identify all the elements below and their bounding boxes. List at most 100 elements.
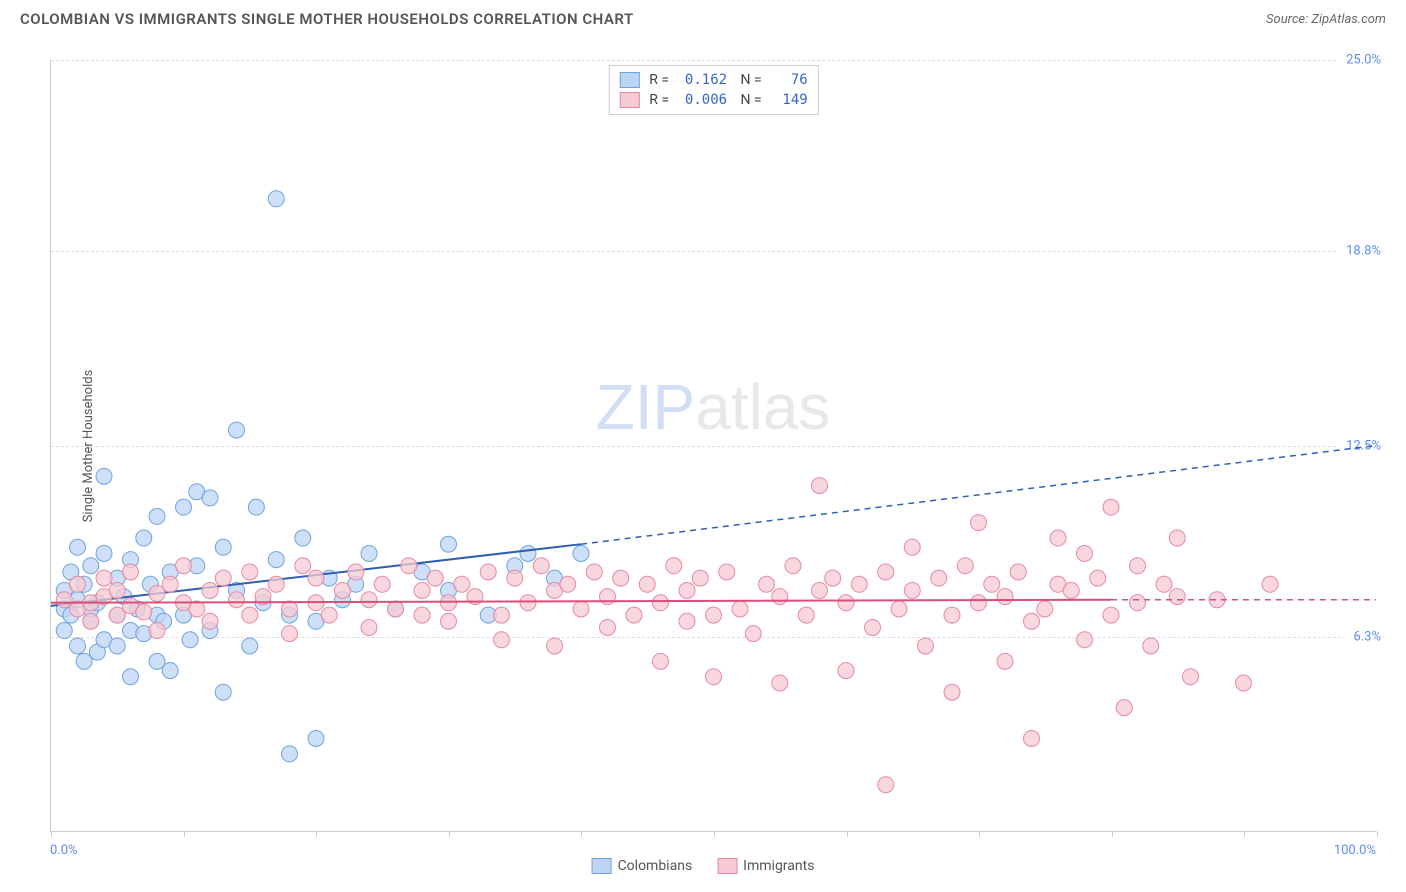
scatter-point	[692, 570, 708, 586]
legend-series-label: Colombians	[618, 858, 693, 874]
scatter-point	[1103, 607, 1119, 623]
scatter-svg	[51, 60, 1376, 831]
scatter-point	[851, 576, 867, 592]
scatter-point	[83, 613, 99, 629]
x-axis-max-label: 100.0%	[1334, 843, 1376, 858]
legend-r-value: 0.162	[679, 72, 727, 88]
scatter-point	[560, 576, 576, 592]
scatter-point	[812, 582, 828, 598]
x-tick	[847, 831, 848, 837]
scatter-point	[745, 626, 761, 642]
legend-r-value: 0.006	[679, 92, 727, 108]
legend-item: Colombians	[592, 858, 693, 874]
scatter-point	[918, 638, 934, 654]
x-tick	[316, 831, 317, 837]
scatter-point	[626, 607, 642, 623]
legend-row: R = 0.162 N = 76	[619, 70, 807, 90]
scatter-point	[162, 576, 178, 592]
scatter-point	[666, 558, 682, 574]
chart-title: COLOMBIAN VS IMMIGRANTS SINGLE MOTHER HO…	[20, 10, 634, 28]
scatter-point	[759, 576, 775, 592]
legend-r-label: R =	[649, 92, 669, 108]
scatter-point	[56, 623, 72, 639]
scatter-point	[70, 539, 86, 555]
scatter-point	[1090, 570, 1106, 586]
scatter-point	[653, 595, 669, 611]
scatter-point	[772, 675, 788, 691]
scatter-point	[96, 545, 112, 561]
scatter-point	[361, 619, 377, 635]
scatter-point	[679, 613, 695, 629]
scatter-point	[215, 539, 231, 555]
scatter-point	[878, 564, 894, 580]
scatter-point	[891, 601, 907, 617]
scatter-point	[182, 632, 198, 648]
scatter-point	[215, 570, 231, 586]
scatter-point	[109, 582, 125, 598]
scatter-point	[1156, 576, 1172, 592]
scatter-point	[268, 552, 284, 568]
scatter-point	[454, 576, 470, 592]
scatter-point	[388, 601, 404, 617]
x-tick	[979, 831, 980, 837]
scatter-point	[904, 539, 920, 555]
scatter-point	[1037, 601, 1053, 617]
scatter-point	[83, 558, 99, 574]
plot-region: R = 0.162 N = 76 R = 0.006 N = 149 6.3%1…	[50, 60, 1376, 832]
scatter-point	[295, 558, 311, 574]
x-tick	[51, 831, 52, 837]
scatter-point	[176, 558, 192, 574]
legend-series-label: Immigrants	[743, 858, 814, 874]
legend-swatch	[619, 92, 639, 108]
scatter-point	[268, 191, 284, 207]
scatter-point	[520, 545, 536, 561]
legend-item: Immigrants	[717, 858, 814, 874]
scatter-point	[401, 558, 417, 574]
scatter-point	[772, 589, 788, 605]
scatter-point	[308, 570, 324, 586]
scatter-point	[1116, 700, 1132, 716]
scatter-point	[785, 558, 801, 574]
scatter-point	[957, 558, 973, 574]
scatter-point	[494, 607, 510, 623]
scatter-point	[136, 530, 152, 546]
scatter-point	[904, 582, 920, 598]
x-tick	[1112, 831, 1113, 837]
legend-n-label: N =	[737, 72, 762, 88]
scatter-point	[997, 653, 1013, 669]
scatter-point	[533, 558, 549, 574]
scatter-point	[825, 570, 841, 586]
scatter-point	[1103, 499, 1119, 515]
scatter-point	[1130, 595, 1146, 611]
scatter-point	[96, 468, 112, 484]
scatter-point	[282, 601, 298, 617]
scatter-point	[653, 653, 669, 669]
scatter-point	[600, 619, 616, 635]
scatter-point	[798, 607, 814, 623]
scatter-point	[136, 604, 152, 620]
scatter-point	[348, 564, 364, 580]
scatter-point	[1050, 530, 1066, 546]
scatter-point	[838, 595, 854, 611]
scatter-point	[878, 777, 894, 793]
correlation-legend: R = 0.162 N = 76 R = 0.006 N = 149	[608, 65, 818, 115]
scatter-point	[944, 607, 960, 623]
x-tick	[1377, 831, 1378, 837]
legend-r-label: R =	[649, 72, 669, 88]
x-tick	[581, 831, 582, 837]
scatter-point	[123, 564, 139, 580]
scatter-point	[229, 592, 245, 608]
scatter-point	[586, 564, 602, 580]
scatter-point	[679, 582, 695, 598]
scatter-point	[1169, 530, 1185, 546]
scatter-point	[176, 499, 192, 515]
scatter-point	[268, 576, 284, 592]
scatter-point	[162, 663, 178, 679]
scatter-point	[1010, 564, 1026, 580]
scatter-point	[1077, 545, 1093, 561]
scatter-point	[1169, 589, 1185, 605]
scatter-point	[242, 564, 258, 580]
scatter-point	[308, 730, 324, 746]
scatter-point	[944, 684, 960, 700]
scatter-point	[1143, 638, 1159, 654]
